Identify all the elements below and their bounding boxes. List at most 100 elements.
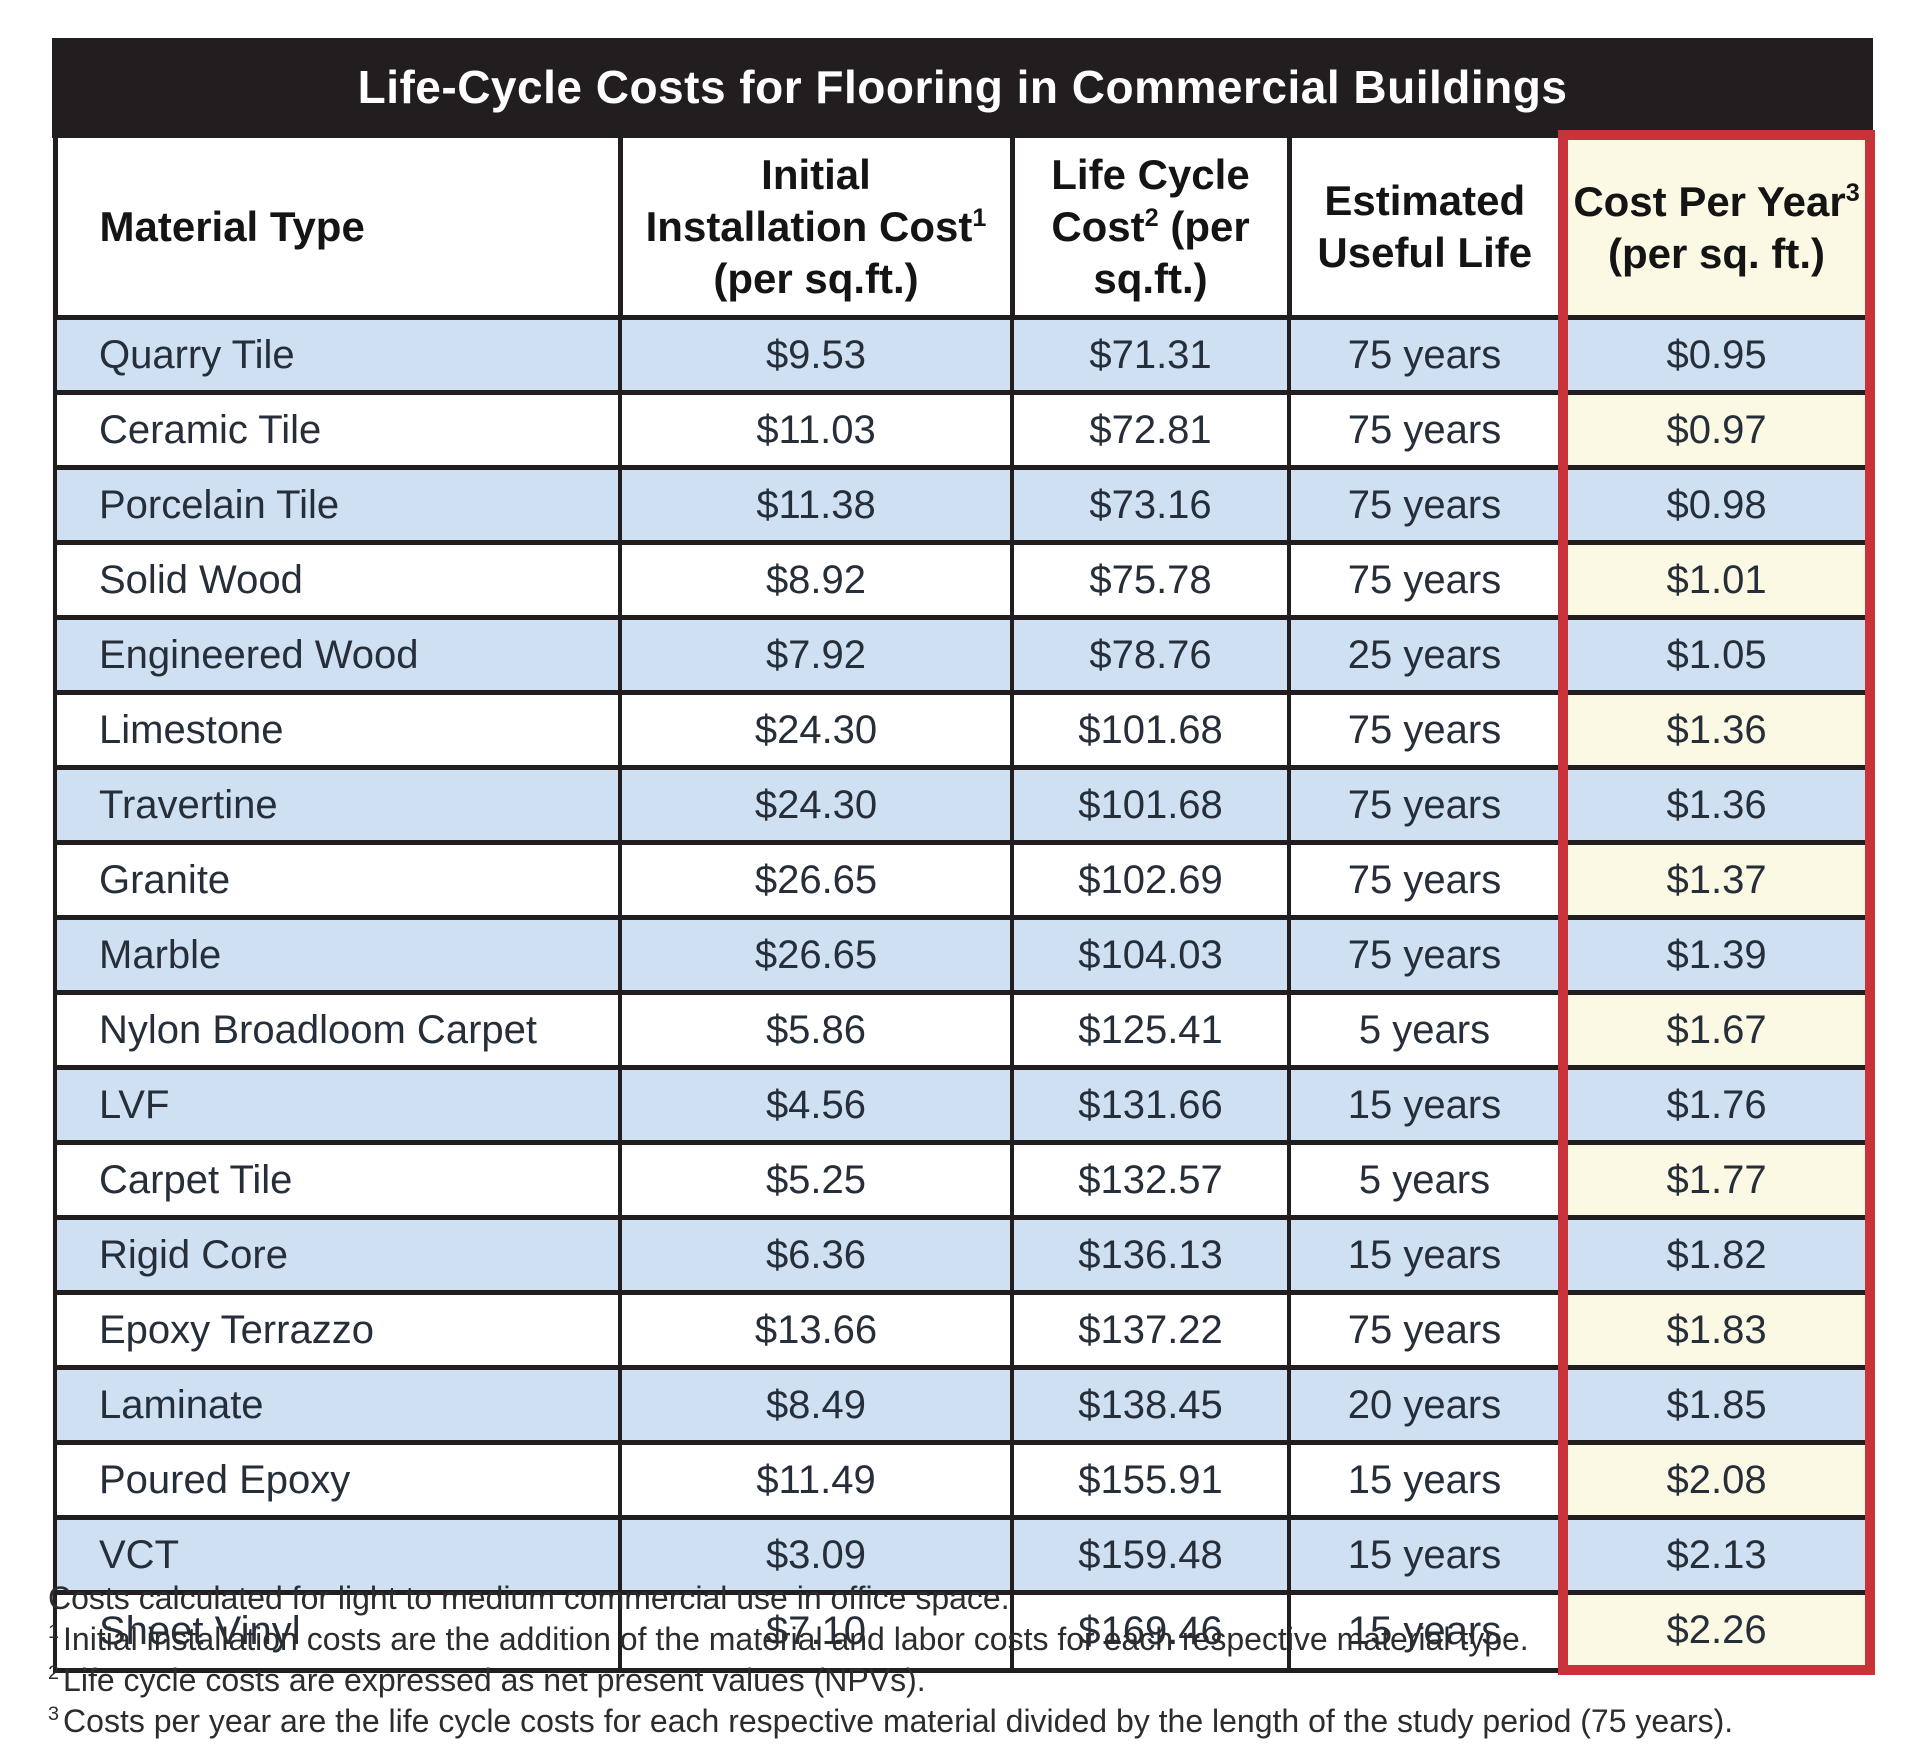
cell-life-cycle-cost: $75.78 <box>1010 540 1291 620</box>
cell-material-type: Epoxy Terrazzo <box>53 1290 622 1370</box>
column-header-line: (per sq.ft.) <box>713 254 919 302</box>
table-row: Sheet Vinyl $7.10 $169.46 15 years $2.26 <box>53 1590 1876 1675</box>
cell-estimated-useful-life: 25 years <box>1287 615 1565 695</box>
cell-life-cycle-cost: $71.31 <box>1010 315 1291 395</box>
column-header-line: (per sq. ft.) <box>1608 229 1826 277</box>
cell-life-cycle-cost: $159.48 <box>1010 1515 1291 1595</box>
cell-estimated-useful-life: 5 years <box>1287 1140 1565 1220</box>
cell-material-type: Porcelain Tile <box>53 465 622 545</box>
cell-initial-installation-cost: $4.56 <box>618 1065 1014 1145</box>
cell-cost-per-year: $2.26 <box>1557 1590 1876 1675</box>
table-row: LVF $4.56 $131.66 15 years $1.76 <box>53 1065 1876 1145</box>
cell-initial-installation-cost: $7.92 <box>618 615 1014 695</box>
cell-life-cycle-cost: $136.13 <box>1010 1215 1291 1295</box>
cell-material-type: Engineered Wood <box>53 615 622 695</box>
cell-cost-per-year: $1.39 <box>1557 915 1876 995</box>
cell-life-cycle-cost: $155.91 <box>1010 1440 1291 1520</box>
cell-material-type: Granite <box>53 840 622 920</box>
cell-initial-installation-cost: $26.65 <box>618 915 1014 995</box>
cell-life-cycle-cost: $125.41 <box>1010 990 1291 1070</box>
cell-material-type: Carpet Tile <box>53 1140 622 1220</box>
cell-material-type: Quarry Tile <box>53 315 622 395</box>
column-header-life-cycle-cost: Life Cycle Cost2 (per sq.ft.) <box>1009 132 1292 320</box>
cell-life-cycle-cost: $78.76 <box>1010 615 1291 695</box>
cell-initial-installation-cost: $7.10 <box>618 1590 1014 1673</box>
cell-cost-per-year: $1.76 <box>1557 1065 1876 1145</box>
cell-initial-installation-cost: $6.36 <box>618 1215 1014 1295</box>
cell-cost-per-year: $0.98 <box>1557 465 1876 545</box>
cell-life-cycle-cost: $101.68 <box>1010 765 1291 845</box>
table-row: Carpet Tile $5.25 $132.57 5 years $1.77 <box>53 1140 1876 1220</box>
cell-life-cycle-cost: $138.45 <box>1010 1365 1291 1445</box>
cell-initial-installation-cost: $8.92 <box>618 540 1014 620</box>
cell-estimated-useful-life: 75 years <box>1287 540 1565 620</box>
column-header-estimated-useful-life: Estimated Useful Life <box>1286 132 1566 320</box>
table-row: Travertine $24.30 $101.68 75 years $1.36 <box>53 765 1876 845</box>
title-row: Life-Cycle Costs for Flooring in Commerc… <box>51 38 1874 138</box>
cell-estimated-useful-life: 75 years <box>1287 840 1565 920</box>
column-header-cost-per-year: Cost Per Year3 (per sq. ft.) <box>1557 130 1876 320</box>
cell-cost-per-year: $2.13 <box>1557 1515 1876 1595</box>
cell-estimated-useful-life: 20 years <box>1287 1365 1565 1445</box>
cell-initial-installation-cost: $11.38 <box>618 465 1014 545</box>
table-row: Epoxy Terrazzo $13.66 $137.22 75 years $1.83 <box>53 1290 1876 1370</box>
table-row: Laminate $8.49 $138.45 20 years $1.85 <box>53 1365 1876 1445</box>
table-row: Granite $26.65 $102.69 75 years $1.37 <box>53 840 1876 920</box>
cell-cost-per-year: $1.67 <box>1557 990 1876 1070</box>
cell-material-type: Ceramic Tile <box>53 390 622 470</box>
cell-life-cycle-cost: $73.16 <box>1010 465 1291 545</box>
cell-material-type: Poured Epoxy <box>53 1440 622 1520</box>
cell-cost-per-year: $0.95 <box>1557 315 1876 395</box>
cell-estimated-useful-life: 75 years <box>1287 765 1565 845</box>
cell-material-type: Solid Wood <box>53 540 622 620</box>
cell-life-cycle-cost: $137.22 <box>1010 1290 1291 1370</box>
column-header-row: Material Type Initial Installation Cost1 (p… <box>52 130 1876 320</box>
cell-life-cycle-cost: $169.46 <box>1010 1590 1291 1673</box>
flooring-life-cycle-cost-table: Life-Cycle Costs for Flooring in Commerc… <box>51 38 1876 1675</box>
cell-initial-installation-cost: $8.49 <box>618 1365 1014 1445</box>
table-row: Engineered Wood $7.92 $78.76 25 years $1.05 <box>53 615 1876 695</box>
cell-material-type: Rigid Core <box>53 1215 622 1295</box>
cell-estimated-useful-life: 15 years <box>1287 1515 1565 1595</box>
footnote: 3 Costs per year are the life cycle costs… <box>48 1703 1734 1739</box>
cell-life-cycle-cost: $131.66 <box>1010 1065 1291 1145</box>
column-header-line: Life Cycle <box>1051 150 1250 198</box>
cell-estimated-useful-life: 5 years <box>1287 990 1565 1070</box>
column-header-material-type: Material Type <box>52 132 623 320</box>
cell-estimated-useful-life: 75 years <box>1287 915 1565 995</box>
cell-material-type: Sheet Vinyl <box>53 1590 622 1673</box>
footnote: Costs calculated for light to medium com… <box>48 1580 1010 1616</box>
cell-cost-per-year: $1.05 <box>1557 615 1876 695</box>
column-header-line: Estimated <box>1324 176 1526 224</box>
cell-estimated-useful-life: 75 years <box>1287 465 1565 545</box>
footnote: 2 Life cycle costs are expressed as net p… <box>48 1662 926 1698</box>
column-header-line: Useful Life <box>1317 228 1533 276</box>
cell-cost-per-year: $1.85 <box>1557 1365 1876 1445</box>
cell-cost-per-year: $1.77 <box>1557 1140 1876 1220</box>
column-header-line: Cost Per Year3 <box>1573 177 1860 225</box>
cell-material-type: Limestone <box>53 690 622 770</box>
cell-material-type: VCT <box>53 1515 622 1595</box>
cell-estimated-useful-life: 75 years <box>1287 1290 1565 1370</box>
cell-cost-per-year: $1.36 <box>1557 765 1876 845</box>
column-header-line: sq.ft.) <box>1093 254 1208 302</box>
cell-estimated-useful-life: 75 years <box>1287 315 1565 395</box>
table-row: Porcelain Tile $11.38 $73.16 75 years $0.98 <box>53 465 1876 545</box>
cell-cost-per-year: $2.08 <box>1557 1440 1876 1520</box>
cell-initial-installation-cost: $3.09 <box>618 1515 1014 1595</box>
table-row: Ceramic Tile $11.03 $72.81 75 years $0.97 <box>53 390 1876 470</box>
cell-life-cycle-cost: $101.68 <box>1010 690 1291 770</box>
cell-material-type: Laminate <box>53 1365 622 1445</box>
cell-initial-installation-cost: $11.49 <box>618 1440 1014 1520</box>
cell-estimated-useful-life: 75 years <box>1287 390 1565 470</box>
cell-cost-per-year: $0.97 <box>1557 390 1876 470</box>
cell-material-type: LVF <box>53 1065 622 1145</box>
cell-initial-installation-cost: $24.30 <box>618 690 1014 770</box>
cell-cost-per-year: $1.36 <box>1557 690 1876 770</box>
cell-initial-installation-cost: $13.66 <box>618 1290 1014 1370</box>
table-row: Poured Epoxy $11.49 $155.91 15 years $2.08 <box>53 1440 1876 1520</box>
cell-cost-per-year: $1.37 <box>1557 840 1876 920</box>
cell-cost-per-year: $1.82 <box>1557 1215 1876 1295</box>
table-body: Quarry Tile $9.53 $71.31 75 years $0.95 Ceram… <box>53 315 1876 1675</box>
